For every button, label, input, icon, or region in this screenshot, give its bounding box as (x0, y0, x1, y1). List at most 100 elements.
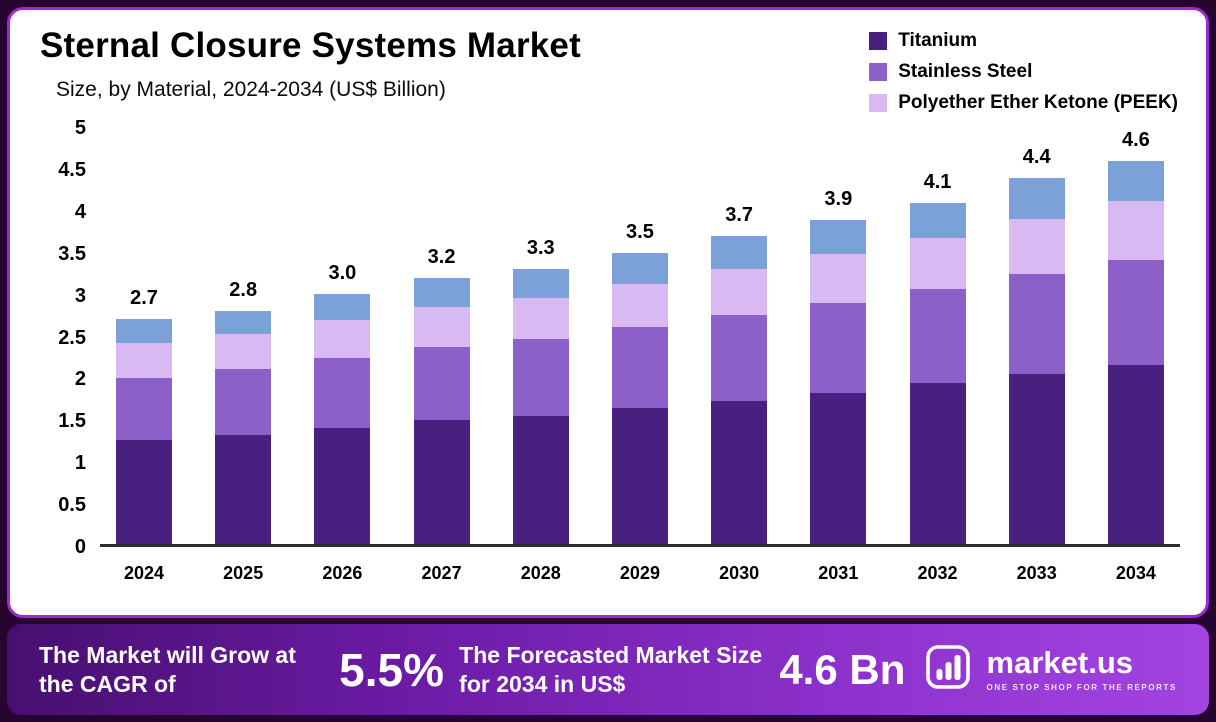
x-tick-label-2032: 2032 (917, 562, 958, 583)
legend-swatch-polyether-ether-ketone-peek (869, 94, 888, 112)
bar-segment-stainless-steel (1008, 274, 1065, 375)
bar-segment-other (1107, 161, 1164, 202)
brand-logo: market.us ONE STOP SHOP FOR THE REPORTS (921, 640, 1177, 699)
bar-segment-stainless-steel (314, 358, 371, 428)
x-tick-label-2034: 2034 (1115, 562, 1156, 583)
bar-segment-other (909, 202, 966, 238)
bar-segment-other (611, 252, 668, 284)
bar-segment-stainless-steel (215, 369, 272, 435)
bar-stack-2033: 4.4 (1008, 146, 1065, 544)
cagr-value: 5.5% (339, 643, 445, 696)
bar-segment-titanium (1008, 374, 1065, 544)
bar-2028: 3.3 (512, 128, 569, 544)
x-axis-spacer (38, 547, 100, 599)
bar-segment-titanium (810, 392, 867, 544)
footer-banner: The Market will Grow at the CAGR of 5.5%… (7, 624, 1209, 715)
bar-segment-other (711, 236, 768, 269)
y-tick-label: 2.5 (58, 326, 86, 349)
bar-2033: 4.4 (1008, 128, 1065, 544)
legend-label: Polyether Ether Ketone (PEEK) (898, 92, 1178, 113)
bars-area: 2.7 2.8 3.0 3.2 3.3 3.5 3.7 3.9 4.1 4.4 4.6 (100, 128, 1180, 547)
bar-segment-titanium (909, 383, 966, 544)
bar-2029: 3.5 (611, 128, 668, 544)
bar-2030: 3.7 (711, 128, 768, 544)
bar-segment-polyether-ether-ketone-peek (314, 320, 371, 359)
cagr-label: The Market will Grow at the CAGR of (39, 642, 296, 697)
bar-stack-2031: 3.9 (810, 188, 867, 544)
bar-segment-titanium (116, 439, 172, 544)
bar-2031: 3.9 (810, 128, 867, 544)
bar-value-label: 3.3 (526, 237, 555, 260)
brand-text: market.us ONE STOP SHOP FOR THE REPORTS (987, 647, 1177, 692)
legend-item-polyether-ether-ketone-peek: Polyether Ether Ketone (PEEK) (869, 92, 1178, 114)
legend-swatch-titanium (869, 32, 888, 50)
bar-value-label: 3.5 (626, 220, 654, 243)
y-tick-label: 4 (74, 200, 86, 223)
bar-stack-2026: 3.0 (314, 262, 371, 544)
bar-value-label: 3.0 (328, 262, 357, 285)
chart-panel: Sternal Closure Systems Market Size, by … (7, 7, 1209, 618)
y-tick-label: 4.5 (58, 158, 86, 181)
bar-2034: 4.6 (1107, 128, 1164, 544)
x-tick-label-2027: 2027 (421, 562, 462, 583)
bar-segment-stainless-steel (810, 302, 867, 393)
bar-value-label: 3.2 (427, 245, 456, 268)
bar-2032: 4.1 (909, 128, 966, 544)
y-tick-label: 0.5 (58, 494, 86, 517)
bar-segment-polyether-ether-ketone-peek (909, 237, 966, 290)
legend-item-titanium: Titanium (869, 30, 1178, 52)
bar-segment-polyether-ether-ketone-peek (611, 283, 668, 327)
chart-plot: 0 0.5 1 1.5 2 2.5 3 3.5 4 4.5 5 2.7 2.8 3.0 3.2 3.3 3.5… (38, 117, 1180, 599)
y-tick-label: 0 (74, 536, 86, 558)
brand-name: market.us (986, 645, 1133, 680)
y-axis: 0 0.5 1 1.5 2 2.5 3 3.5 4 4.5 5 (38, 117, 100, 558)
bar-value-label: 3.7 (725, 204, 754, 227)
bar-segment-polyether-ether-ketone-peek (711, 268, 768, 316)
chart-title: Sternal Closure Systems Market (40, 26, 581, 65)
bar-segment-other (810, 219, 867, 254)
bar-segment-stainless-steel (512, 338, 569, 416)
x-axis-labels: 2024 2025 2026 2027 2028 2029 2030 2031 2032 2033… (100, 547, 1180, 599)
x-tick-label-2033: 2033 (1016, 562, 1057, 583)
bar-stack-2030: 3.7 (711, 204, 768, 544)
legend-label: Stainless Steel (898, 61, 1033, 82)
bar-value-label: 2.7 (130, 287, 158, 310)
legend: Titanium Stainless Steel Polyether Ether K… (869, 30, 1178, 114)
bar-segment-polyether-ether-ketone-peek (1008, 218, 1065, 275)
bar-segment-stainless-steel (909, 289, 966, 384)
bar-2025: 2.8 (215, 128, 272, 544)
bar-stack-2025: 2.8 (215, 279, 272, 544)
x-tick-label-2026: 2026 (322, 562, 363, 583)
x-tick-label-2025: 2025 (223, 562, 264, 583)
bar-segment-stainless-steel (116, 377, 172, 440)
bar-segment-titanium (611, 408, 668, 544)
bar-stack-2029: 3.5 (611, 221, 668, 544)
bar-segment-titanium (314, 427, 371, 544)
bar-value-label: 3.9 (824, 187, 853, 210)
market-us-logo-icon (921, 640, 975, 699)
bar-stack-2024: 2.7 (116, 287, 172, 544)
chart-subtitle: Size, by Material, 2024-2034 (US$ Billio… (56, 78, 446, 101)
bar-segment-stainless-steel (1107, 260, 1164, 366)
bar-value-label: 4.6 (1121, 129, 1150, 152)
bar-value-label: 4.1 (923, 170, 952, 193)
bar-stack-2027: 3.2 (413, 246, 470, 544)
x-tick-label-2028: 2028 (520, 562, 561, 583)
forecast-value: 4.6 Bn (779, 645, 906, 693)
bar-segment-titanium (512, 415, 569, 544)
y-tick-label: 1 (74, 452, 86, 475)
bar-segment-stainless-steel (711, 315, 768, 401)
bar-segment-titanium (1107, 365, 1164, 544)
x-tick-label-2031: 2031 (818, 562, 859, 583)
bar-segment-polyether-ether-ketone-peek (512, 297, 569, 339)
bar-segment-other (512, 269, 569, 298)
y-tick-label: 1.5 (58, 410, 86, 433)
bar-2026: 3.0 (314, 128, 371, 544)
brand-tagline: ONE STOP SHOP FOR THE REPORTS (986, 683, 1177, 692)
bar-2024: 2.7 (116, 128, 172, 544)
bar-segment-polyether-ether-ketone-peek (810, 253, 867, 303)
bar-value-label: 4.4 (1022, 145, 1051, 168)
legend-item-stainless-steel: Stainless Steel (869, 61, 1178, 83)
legend-swatch-stainless-steel (869, 63, 888, 81)
